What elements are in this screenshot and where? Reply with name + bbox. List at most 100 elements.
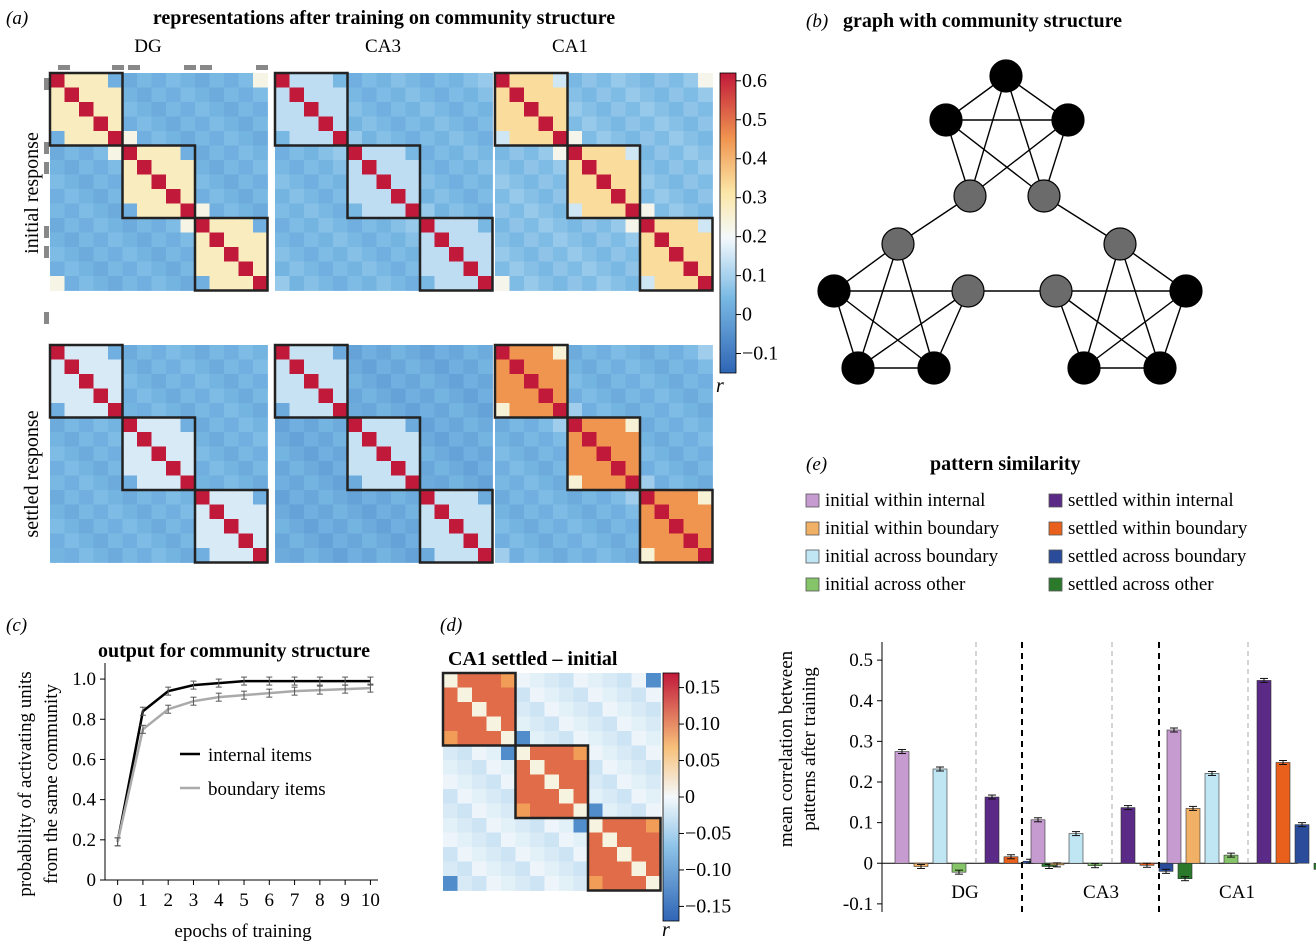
heatmap-cell xyxy=(108,417,123,433)
heatmap-cell xyxy=(420,189,435,204)
heatmap-cell xyxy=(122,102,138,117)
heatmap-cell xyxy=(253,131,268,146)
legend-swatch xyxy=(805,521,820,536)
heatmap-cell xyxy=(495,131,510,146)
heatmap-cell xyxy=(137,145,152,161)
heatmap-cell xyxy=(478,504,493,520)
heatmap-cell xyxy=(698,218,713,233)
heatmap-cell xyxy=(238,345,254,360)
heatmap-cell xyxy=(478,87,493,103)
heatmap-cell xyxy=(567,87,583,103)
heatmap-cell xyxy=(559,847,574,862)
heatmap-cell xyxy=(486,687,502,703)
heatmap-cell xyxy=(611,276,626,291)
heatmap-cell xyxy=(275,174,290,190)
heatmap-cell xyxy=(289,490,305,505)
heatmap-cell xyxy=(209,174,225,190)
heatmap-cell xyxy=(275,218,290,233)
heatmap-cell xyxy=(420,232,435,248)
heatmap-cell xyxy=(524,403,539,418)
heatmap-cell xyxy=(333,87,348,103)
heatmap-cell xyxy=(654,160,670,175)
heatmap-cell xyxy=(253,345,268,360)
heatmap-cell xyxy=(544,861,560,877)
heatmap-cell xyxy=(478,131,493,146)
heatmap-cell xyxy=(347,490,363,505)
heatmap-cell xyxy=(50,247,65,262)
colorbar-a-tick-label: 0.1 xyxy=(742,265,767,287)
heatmap-cell xyxy=(376,504,392,520)
heatmap-cell xyxy=(304,276,319,291)
heatmap-cell xyxy=(501,745,516,761)
heatmap-cell xyxy=(405,189,421,204)
heatmap-cell xyxy=(602,673,618,688)
heatmap-cell xyxy=(289,276,305,291)
heatmap-cell xyxy=(631,876,647,891)
heatmap-cell xyxy=(582,232,597,248)
heatmap-cell xyxy=(449,374,464,389)
heatmap-cell xyxy=(209,403,225,418)
heatmap-cell xyxy=(434,247,450,262)
heatmap-cell xyxy=(195,533,210,549)
heatmap-cell xyxy=(166,388,181,404)
heatmap-cell xyxy=(318,446,334,462)
heatmap-cell xyxy=(333,116,348,132)
heatmap-cell xyxy=(420,203,435,219)
heatmap-cell xyxy=(683,345,699,360)
heatmap-cell xyxy=(122,475,138,491)
heatmap-cell xyxy=(443,760,458,775)
heatmap-cell xyxy=(495,504,510,520)
heatmap-cell xyxy=(137,403,152,418)
heatmap-cell xyxy=(275,490,290,505)
heatmap-cell xyxy=(515,832,531,848)
heatmap-cell xyxy=(582,189,597,204)
heatmap-cell xyxy=(646,731,661,746)
graph-edge xyxy=(1083,290,1187,369)
heatmap-cell xyxy=(524,131,539,146)
heatmap-cell xyxy=(122,116,138,132)
heatmap-cell xyxy=(108,475,123,491)
heatmap-cell xyxy=(625,218,641,233)
heatmap-cell xyxy=(449,145,464,161)
heatmap-cell xyxy=(646,832,661,848)
heatmap-cell xyxy=(405,490,421,505)
heatmap-cell xyxy=(559,673,574,688)
heatmap-cell xyxy=(611,145,626,161)
heatmap-cell xyxy=(640,73,655,88)
heatmap-cell xyxy=(509,218,525,233)
heatmap-cell xyxy=(509,73,525,88)
heatmap-cell xyxy=(93,276,109,291)
heatmap-ca1-difference xyxy=(441,671,662,892)
x-tick-label: 2 xyxy=(163,890,173,911)
heatmap-cell xyxy=(611,533,626,549)
heatmap-cell xyxy=(463,519,479,534)
heatmap-cell xyxy=(524,374,539,389)
heatmap-cell xyxy=(304,145,319,161)
heatmap-cell xyxy=(151,87,167,103)
heatmap-cell xyxy=(463,359,479,375)
heatmap-cell xyxy=(333,189,348,204)
heatmap-cell xyxy=(617,876,632,891)
heatmap-cell xyxy=(180,102,196,117)
y-tick-label: -0.1 xyxy=(843,894,873,915)
bar-ca1-settled-within-internal xyxy=(1256,680,1272,864)
heatmap-cell xyxy=(669,131,684,146)
heatmap-cell xyxy=(180,160,196,175)
heatmap-cell xyxy=(457,832,473,848)
heatmap-cell xyxy=(611,461,626,476)
heatmap-cell xyxy=(588,702,603,717)
heatmap-cell xyxy=(93,232,109,248)
heatmap-cell xyxy=(501,789,516,804)
heatmap-cell xyxy=(253,417,268,433)
heatmap-cell xyxy=(318,345,334,360)
heatmap-cell xyxy=(486,760,502,775)
heatmap-cell xyxy=(463,116,479,132)
y-tick-label: 0 xyxy=(864,853,874,874)
heatmap-cell xyxy=(391,548,406,563)
heatmap-cell xyxy=(151,131,167,146)
community-block-outline xyxy=(514,744,590,820)
heatmap-cell xyxy=(195,232,210,248)
heatmap-cell xyxy=(486,818,502,833)
heatmap-cell xyxy=(463,131,479,146)
heatmap-cell xyxy=(420,247,435,262)
